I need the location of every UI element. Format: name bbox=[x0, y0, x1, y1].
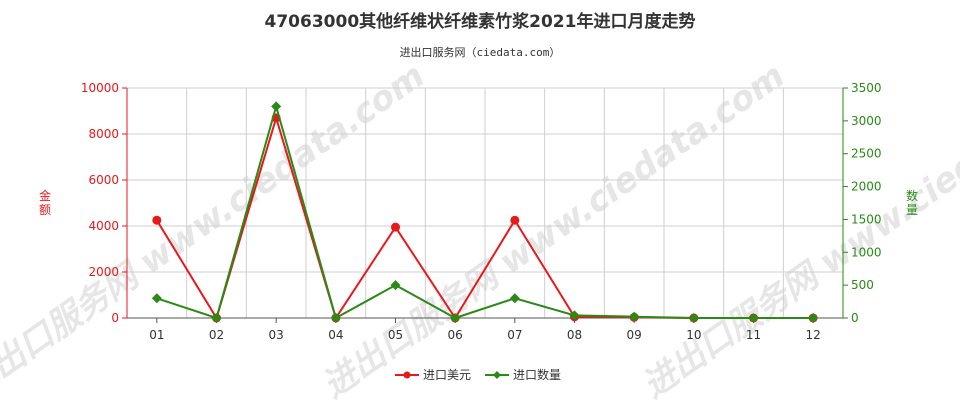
x-axis-tick-label: 08 bbox=[567, 328, 582, 342]
x-axis-tick-label: 02 bbox=[209, 328, 224, 342]
left-axis-tick-label: 0 bbox=[111, 311, 119, 325]
series-0-point[interactable] bbox=[152, 215, 162, 225]
series-1-point[interactable] bbox=[808, 313, 819, 323]
series-1-point[interactable] bbox=[390, 280, 401, 291]
x-axis-tick-label: 06 bbox=[448, 328, 463, 342]
series-line-1 bbox=[156, 102, 814, 320]
right-axis-tick-label: 3000 bbox=[851, 114, 882, 128]
watermark-text: 进出口服务网 www.ciedata.com bbox=[635, 56, 960, 400]
right-axis-tick-label: 3500 bbox=[851, 81, 882, 95]
x-axis-tick-label: 07 bbox=[507, 328, 522, 342]
legend-marker bbox=[403, 371, 411, 379]
series-layer bbox=[151, 101, 819, 323]
left-axis-tick-label: 2000 bbox=[88, 265, 119, 279]
axes: 0 2000 4000 6000 8000 10000 0 500 1000 1500 2000 25… bbox=[39, 81, 918, 342]
legend-marker bbox=[493, 371, 501, 379]
series-1-point[interactable] bbox=[629, 311, 640, 322]
x-axis-tick-label: 01 bbox=[149, 328, 164, 342]
legend-item-1[interactable]: 进口数量 bbox=[485, 367, 561, 382]
x-axis-tick-label: 12 bbox=[806, 328, 821, 342]
chart-subtitle: 进出口服务网（ciedata.com） bbox=[400, 45, 561, 59]
series-0-point[interactable] bbox=[510, 215, 520, 225]
legend-item-0[interactable]: 进口美元 bbox=[395, 368, 471, 382]
right-axis-title: 数量 bbox=[906, 188, 918, 217]
x-axis-tick-label: 03 bbox=[269, 328, 284, 342]
legend-label: 进口数量 bbox=[513, 367, 561, 382]
x-axis-tick-label: 09 bbox=[627, 328, 642, 342]
series-1-point[interactable] bbox=[271, 101, 282, 112]
left-axis-tick-label: 4000 bbox=[88, 219, 119, 233]
series-0-point[interactable] bbox=[391, 222, 400, 232]
right-axis-tick-label: 2000 bbox=[851, 180, 882, 194]
series-1-point[interactable] bbox=[450, 313, 461, 323]
series-1-point[interactable] bbox=[509, 293, 520, 304]
right-axis-tick-label: 500 bbox=[851, 278, 874, 292]
right-axis-tick-label: 0 bbox=[851, 311, 859, 325]
series-1-point[interactable] bbox=[569, 310, 580, 321]
legend[interactable]: 进口美元 进口数量 bbox=[395, 367, 561, 382]
chart-title: 47063000其他纤维状纤维素竹浆2021年进口月度走势 bbox=[265, 11, 696, 32]
left-axis-tick-label: 10000 bbox=[81, 81, 119, 95]
x-axis-tick-label: 04 bbox=[328, 328, 343, 342]
series-1-point[interactable] bbox=[151, 293, 162, 304]
x-axis-tick-label: 05 bbox=[388, 328, 403, 342]
series-1-point[interactable] bbox=[330, 313, 341, 323]
left-axis-tick-label: 8000 bbox=[88, 127, 119, 141]
left-axis-title: 金额 bbox=[39, 188, 51, 217]
x-axis-tick-label: 10 bbox=[686, 328, 701, 342]
left-axis-tick-label: 6000 bbox=[88, 173, 119, 187]
series-1-point[interactable] bbox=[211, 313, 222, 323]
series-1-point[interactable] bbox=[748, 313, 759, 323]
right-axis-tick-label: 1000 bbox=[851, 245, 882, 259]
x-axis-tick-label: 11 bbox=[746, 328, 761, 342]
legend-label: 进口美元 bbox=[423, 368, 471, 382]
series-1-point[interactable] bbox=[688, 313, 699, 323]
right-axis-tick-label: 2500 bbox=[851, 147, 882, 161]
right-axis-tick-label: 1500 bbox=[851, 212, 882, 226]
